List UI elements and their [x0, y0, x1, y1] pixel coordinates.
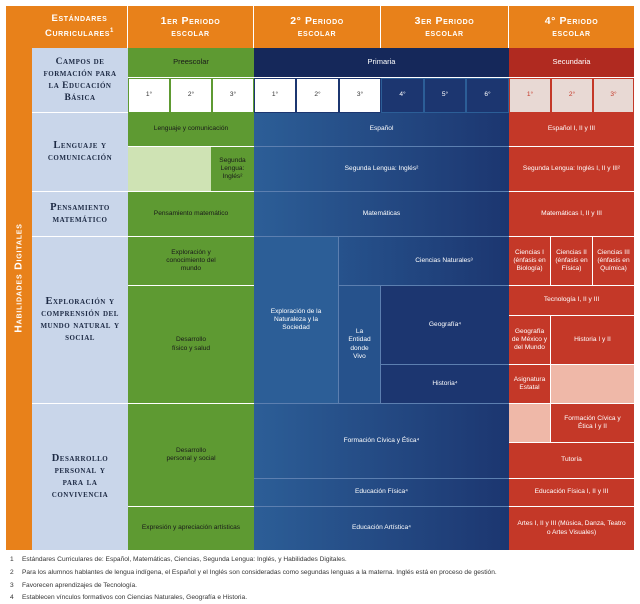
header-standards-footnote-ref: 1 — [110, 28, 114, 35]
row-label-campos: Campos de formación para la Educación Bá… — [32, 48, 128, 113]
footnote-3: 3 Favorecen aprendizajes de Tecnología. — [10, 582, 137, 589]
cell-desarrollo-fisico-pre: Desarrollo físico y salud — [128, 286, 254, 404]
cell-exploracion-pre: Exploración y conocimiento del mundo — [128, 237, 254, 286]
row-label-desarrollo: Desarrollo personal y para la convivenci… — [32, 404, 128, 550]
grade-sec-1: 1° — [509, 78, 551, 113]
cell-espanol-sec: Español I, II y III — [509, 113, 634, 147]
level-preescolar: Preescolar — [128, 48, 254, 78]
cell-formacion-sec-empty — [509, 404, 551, 443]
level-primaria: Primaria — [254, 48, 509, 78]
cell-desarrollo-personal-pre: Desarrollo personal y social — [128, 404, 254, 507]
footnote-2-number: 2 — [10, 569, 14, 576]
cell-historia-pri: Historia⁴ — [381, 365, 509, 404]
footnote-4-text: Establecen vínculos formativos con Cienc… — [22, 594, 248, 601]
grade-pri-2: 2° — [296, 78, 339, 113]
grade-sec-3: 3° — [593, 78, 634, 113]
footnote-1-text: Estándares Curriculares de: Español, Mat… — [22, 556, 347, 563]
header-period-2: 2° Periodo escolar — [254, 6, 381, 48]
header-period-4: 4° Periodo escolar — [509, 6, 634, 48]
cell-expresion-pre: Expresión y apreciación artísticas — [128, 507, 254, 550]
cell-matematicas-sec: Matemáticas I, II y III — [509, 192, 634, 237]
grade-pre-1: 1° — [128, 78, 170, 113]
grade-pre-2: 2° — [170, 78, 212, 113]
cell-ciencias1-sec: Ciencias I (énfasis en Biología) — [509, 237, 551, 286]
header-standards-label: Estándares Curriculares — [45, 13, 111, 40]
cell-matematicas-pri: Matemáticas — [254, 192, 509, 237]
cell-artes-sec: Artes I, II y III (Música, Danza, Teatro… — [509, 507, 634, 550]
footnote-1-number: 1 — [10, 556, 14, 563]
cell-segunda-sec: Segunda Lengua: Inglés I, II y III² — [509, 147, 634, 192]
row-label-pensamiento: Pensamiento matemático — [32, 192, 128, 237]
cell-lenguaje-pre: Lenguaje y comunicación — [128, 113, 254, 147]
cell-tutoria-sec: Tutoría — [509, 443, 634, 479]
header-period-3: 3er Periodo escolar — [381, 6, 509, 48]
level-secundaria: Secundaria — [509, 48, 634, 78]
cell-tecnologia-sec: Tecnología I, II y III — [509, 286, 634, 316]
cell-formacion-sec: Formación Cívica y Ética I y II — [551, 404, 634, 443]
cell-geografia-sec: Geografía de México y del Mundo — [509, 316, 551, 365]
cell-segunda-pri: Segunda Lengua: Inglés² — [254, 147, 509, 192]
grade-pri-5: 5° — [424, 78, 466, 113]
cell-segunda-pre-empty — [128, 147, 211, 192]
cell-exploracion-pri: Exploración de la Naturaleza y la Socied… — [254, 237, 339, 404]
grade-pri-1: 1° — [254, 78, 296, 113]
cell-asignatura-sec-empty — [551, 365, 634, 404]
cell-edfisica-sec: Educación Física I, II y III — [509, 479, 634, 507]
footnote-4-number: 4 — [10, 594, 14, 601]
grade-pri-4: 4° — [381, 78, 424, 113]
cell-ciencias3-sec: Ciencias III (énfasis en Química) — [593, 237, 634, 286]
cell-historia-sec: Historia I y II — [551, 316, 634, 365]
grade-pri-3: 3° — [339, 78, 381, 113]
cell-segunda-pre: Segunda Lengua: Inglés² — [211, 147, 254, 192]
row-label-lenguaje: Lenguaje y comunicación — [32, 113, 128, 192]
grade-sec-2: 2° — [551, 78, 593, 113]
grade-pri-6: 6° — [466, 78, 509, 113]
cell-geografia-pri: Geografía⁴ — [381, 286, 509, 365]
cell-ciencias2-sec: Ciencias II (énfasis en Física) — [551, 237, 593, 286]
cell-espanol-pri: Español — [254, 113, 509, 147]
header-period-1: 1er Periodo escolar — [128, 6, 254, 48]
footnote-4: 4 Establecen vínculos formativos con Cien… — [10, 594, 247, 601]
footnote-2: 2 Para los alumnos hablantes de lengua in… — [10, 569, 497, 576]
header-standards: Estándares Curriculares1 — [32, 6, 128, 48]
footnote-3-number: 3 — [10, 582, 14, 589]
cell-entidad-pri: La Entidad donde Vivo — [339, 286, 381, 404]
cell-ciencias-pri: Ciencias Naturales³ — [339, 237, 509, 286]
cell-edfisica-pri: Educación Física⁴ — [254, 479, 509, 507]
cell-edartistica-pri: Educación Artística⁴ — [254, 507, 509, 550]
footnote-2-text: Para los alumnos hablantes de lengua ind… — [22, 569, 497, 576]
cell-asignatura-sec: Asignatura Estatal — [509, 365, 551, 404]
grade-pre-3: 3° — [212, 78, 254, 113]
row-label-exploracion: Exploración y comprensión del mundo natu… — [32, 237, 128, 404]
cell-pensamiento-pre: Pensamiento matemático — [128, 192, 254, 237]
side-bar: Habilidades Digitales — [6, 6, 32, 550]
footnote-3-text: Favorecen aprendizajes de Tecnología. — [22, 582, 137, 589]
footnote-1: 1 Estándares Curriculares de: Español, Ma… — [10, 556, 347, 563]
side-label: Habilidades Digitales — [13, 223, 26, 333]
cell-formacion-pri: Formación Cívica y Ética⁴ — [254, 404, 509, 479]
